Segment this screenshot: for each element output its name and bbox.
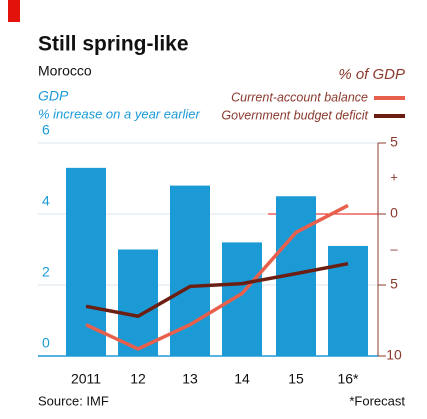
y2-tick-label: 5 [390, 134, 398, 150]
x-tick-label: 15 [288, 371, 304, 387]
y2-label: % of GDP [338, 66, 405, 83]
bar [328, 245, 368, 356]
source: Source: IMF [38, 393, 109, 408]
subtitle: Morocco [38, 63, 92, 79]
y-tick-label: 6 [42, 122, 50, 138]
x-tick-label: 13 [182, 371, 198, 387]
legend-label: Government budget deficit [221, 108, 368, 122]
title: Still spring-like [38, 33, 189, 56]
bar [222, 242, 262, 356]
x-tick-label: 16* [337, 371, 359, 387]
x-tick-label: 12 [130, 371, 146, 387]
y2-tick-label: 10 [386, 347, 402, 363]
y2-tick-label: 5 [390, 276, 398, 292]
sign: – [390, 241, 398, 256]
accent [8, 0, 20, 22]
y-tick-label: 0 [42, 335, 50, 351]
x-tick-label: 2011 [71, 371, 101, 387]
bar [118, 249, 158, 356]
y-label: GDP [38, 88, 69, 104]
line [85, 203, 349, 351]
y-tick-label: 2 [42, 264, 50, 280]
x-tick-label: 14 [234, 371, 250, 387]
y-sublabel: % increase on a year earlier [38, 106, 201, 121]
bar [66, 167, 106, 356]
line [85, 261, 349, 319]
note: *Forecast [349, 393, 405, 408]
y-tick-label: 4 [42, 193, 50, 209]
sign: + [390, 169, 398, 184]
y2-tick-label: 0 [390, 205, 398, 221]
bar [170, 185, 210, 356]
legend-label: Current-account balance [231, 90, 368, 104]
